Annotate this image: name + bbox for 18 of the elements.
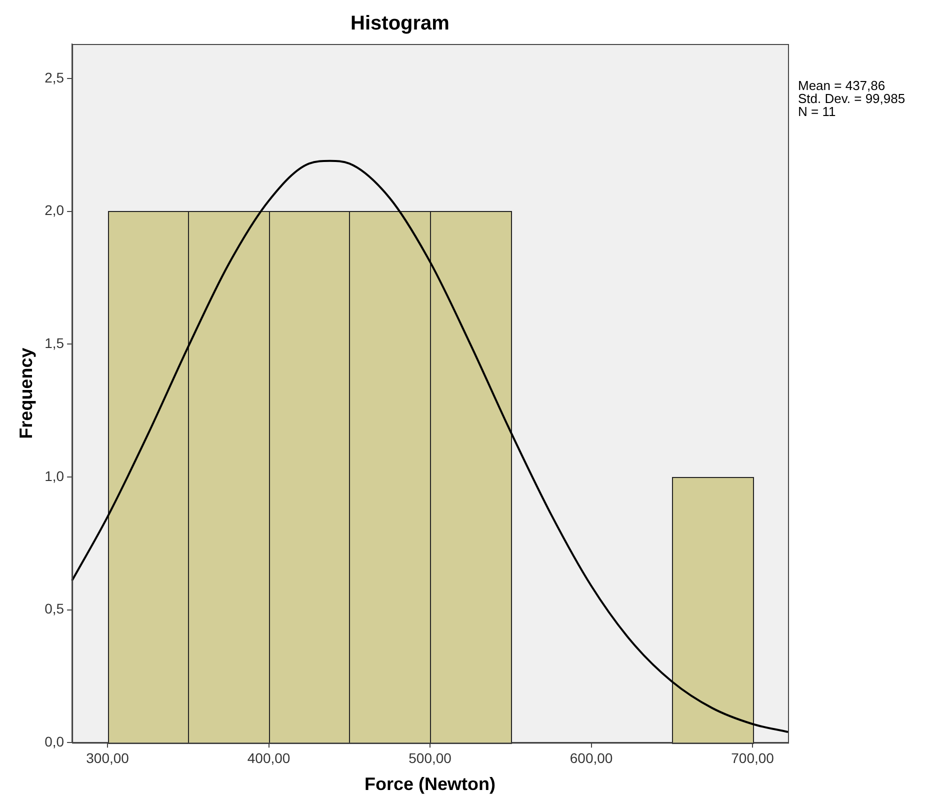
text: Std. Dev. = 99,985 xyxy=(798,91,906,106)
chart-title: Histogram xyxy=(350,12,450,35)
y-tick-label: 0,5 xyxy=(44,600,64,617)
y-tick-label: 1,0 xyxy=(44,468,64,484)
text: N = 11 xyxy=(798,104,836,120)
y-tick-label: 2,0 xyxy=(44,202,64,218)
x-tick-label: 300,00 xyxy=(86,750,130,766)
x-tick-label: 600,00 xyxy=(570,750,613,766)
line-series xyxy=(71,160,789,733)
x-tick-label: 700,00 xyxy=(731,750,774,766)
text: Mean = 437,86 xyxy=(798,78,886,94)
x-tick-label: 500,00 xyxy=(408,750,452,766)
y-tick-label: 1,5 xyxy=(44,335,64,352)
y-axis-title: Frequency xyxy=(16,348,36,439)
y-tick-label: 2,5 xyxy=(44,69,64,86)
x-axis-title: Force (Newton) xyxy=(364,774,496,794)
y-tick-label: 0,0 xyxy=(44,733,64,750)
x-tick-label: 400,00 xyxy=(247,750,290,766)
